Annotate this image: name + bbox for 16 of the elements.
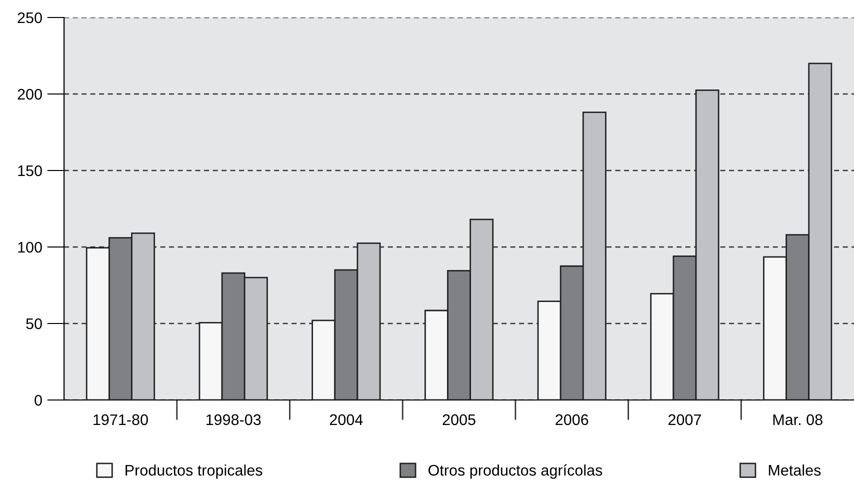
legend-label: Productos tropicales — [126, 464, 262, 479]
legend-label: Metales — [768, 464, 821, 476]
y-tick-label: 0 — [34, 394, 42, 406]
legend-label: Otros productos agrícolas — [428, 464, 602, 479]
y-tick-label: 250 — [18, 12, 42, 24]
x-tick-label: 2005 — [442, 414, 476, 426]
x-tick-label: 2006 — [556, 414, 588, 426]
x-tick-label: 2007 — [668, 414, 701, 426]
x-tick-label: Mar. 08 — [773, 414, 822, 426]
y-tick-label: 150 — [18, 165, 42, 176]
y-tick-label: 200 — [18, 88, 42, 100]
x-tick-label: 2004 — [330, 414, 363, 426]
y-tick-label: 50 — [26, 318, 42, 330]
x-tick-label: 1998-03 — [206, 414, 261, 426]
y-tick-label: 100 — [18, 242, 42, 253]
x-tick-label: 1971-80 — [94, 414, 148, 426]
